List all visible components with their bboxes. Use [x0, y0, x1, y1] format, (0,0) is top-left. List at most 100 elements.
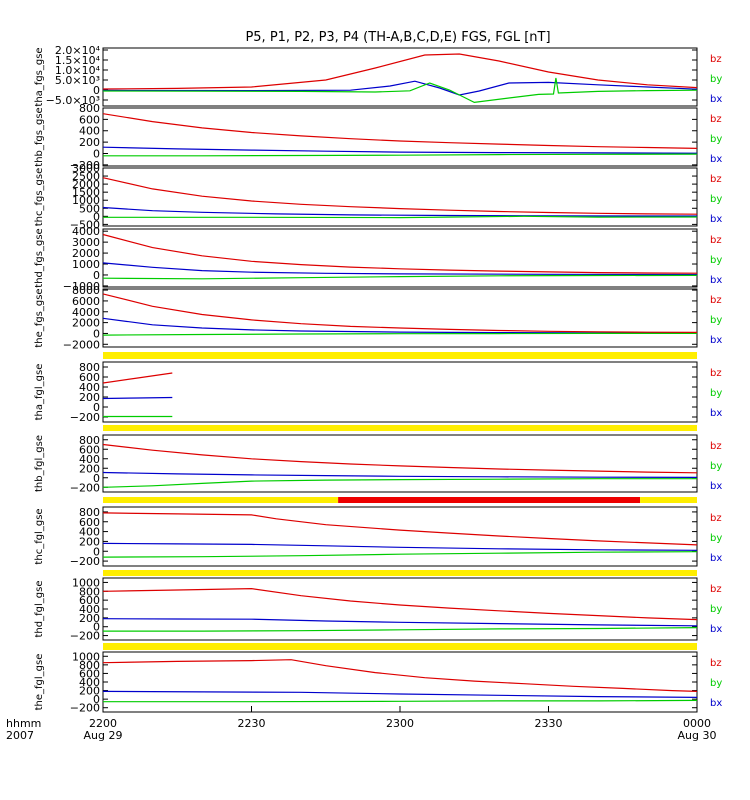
panel-frame	[102, 47, 698, 107]
y-tick-label: 2000	[72, 317, 100, 330]
series-line-bz	[102, 372, 173, 384]
panel-frame	[102, 288, 698, 348]
y-tick-label: 800	[79, 434, 100, 447]
legend-bx: bx	[710, 94, 722, 105]
y-tick-label: 0	[93, 621, 100, 634]
y-tick-label: 1000	[72, 194, 100, 207]
status-bar-red	[338, 497, 641, 503]
y-tick-label: 0	[93, 147, 100, 160]
legend-bx: bx	[710, 335, 722, 346]
y-tick-label: 1.5×10⁴	[55, 54, 101, 67]
legend-bx: bx	[710, 154, 722, 165]
series-line-bx	[102, 471, 698, 478]
x-tick-label: 2230	[238, 717, 266, 730]
y-tick-label: −200	[70, 159, 100, 172]
series-line-bz	[102, 587, 698, 621]
y-axis-label: thd_fgl_gse	[34, 581, 45, 638]
status-bar-yellow	[103, 497, 339, 503]
x-tick-sublabel: Aug 29	[84, 729, 123, 742]
legend-bx: bx	[710, 408, 722, 419]
legend-bx: bx	[710, 698, 722, 709]
y-tick-label: 6000	[72, 295, 100, 308]
panel-frame	[102, 434, 698, 493]
y-tick-label: 0	[93, 269, 100, 282]
legend-bz: bz	[710, 174, 722, 185]
y-tick-label: 0	[93, 401, 100, 414]
series-line-bx	[102, 618, 698, 627]
y-tick-label: 800	[79, 102, 100, 115]
y-tick-label: 800	[79, 506, 100, 519]
series-line-bz	[102, 113, 698, 149]
y-tick-label: 400	[79, 676, 100, 689]
y-tick-label: 1500	[72, 186, 100, 199]
panel-frame	[102, 361, 698, 423]
panel-frame	[102, 506, 698, 567]
panel-frame	[102, 107, 698, 167]
y-tick-label: 0	[93, 210, 100, 223]
y-tick-label: 8000	[72, 284, 100, 297]
status-bar-yellow	[103, 643, 697, 650]
y-tick-label: 500	[79, 202, 100, 215]
series-line-bx	[102, 206, 698, 217]
y-axis-label: the_fgl_gse	[34, 654, 45, 711]
legend-bz: bz	[710, 441, 722, 452]
series-line-bz	[102, 177, 698, 215]
y-axis-label: thc_fgl_gse	[34, 508, 45, 564]
legend-bx: bx	[710, 275, 722, 286]
legend-bz: bz	[710, 114, 722, 125]
y-tick-label: −200	[70, 411, 100, 424]
y-axis-label: thb_fgs_gse	[34, 107, 45, 166]
y-tick-label: 2000	[72, 247, 100, 260]
y-axis-label: tha_fgs_gse	[34, 47, 45, 106]
panel-1: 2.0×10⁴1.5×10⁴1.0×10⁴5.0×10³0−5.0×10³tha…	[34, 44, 722, 107]
y-tick-label: −500	[70, 218, 100, 231]
series-line-bz	[102, 53, 698, 90]
series-line-bx	[102, 262, 698, 276]
legend-by: by	[710, 315, 722, 326]
legend-bz: bz	[710, 513, 722, 524]
y-tick-label: 0	[93, 545, 100, 558]
y-axis-label: the_fgs_gse	[34, 288, 45, 347]
legend-bz: bz	[710, 658, 722, 669]
legend-bx: bx	[710, 553, 722, 564]
legend-by: by	[710, 604, 722, 615]
legend-by: by	[710, 388, 722, 399]
y-tick-label: 800	[79, 659, 100, 672]
series-line-bz	[102, 512, 698, 546]
legend-bz: bz	[710, 54, 722, 65]
legend-by: by	[710, 678, 722, 689]
y-tick-label: 2.0×10⁴	[55, 44, 101, 57]
series-line-bx	[102, 542, 698, 551]
legend-by: by	[710, 461, 722, 472]
panels: 2.0×10⁴1.5×10⁴1.0×10⁴5.0×10³0−5.0×10³tha…	[34, 44, 722, 715]
y-axis-label: tha_fgl_gse	[34, 364, 45, 421]
panel-frame	[102, 228, 698, 288]
x-tick-label: 0000	[683, 717, 711, 730]
y-tick-label: 0	[93, 327, 100, 340]
legend-by: by	[710, 533, 722, 544]
y-tick-label: 200	[79, 462, 100, 475]
legend-bz: bz	[710, 295, 722, 306]
series-line-bz	[102, 659, 698, 692]
series-line-bz	[102, 443, 698, 474]
x-tick-label: 2300	[386, 717, 414, 730]
y-tick-label: 200	[79, 685, 100, 698]
y-tick-label: 1000	[72, 576, 100, 589]
y-tick-label: −2000	[63, 338, 100, 351]
y-tick-label: 1000	[72, 650, 100, 663]
series-line-by	[102, 478, 697, 488]
legend-bz: bz	[710, 235, 722, 246]
chart-title: P5, P1, P2, P3, P4 (TH-A,B,C,D,E) FGS, F…	[245, 30, 550, 45]
y-tick-label: 0	[93, 84, 100, 97]
legend-by: by	[710, 194, 722, 205]
series-line-bx	[102, 690, 698, 699]
y-tick-label: 600	[79, 516, 100, 529]
x-tick-label: 2200	[89, 717, 117, 730]
y-axis-label: thb_fgl_gse	[34, 435, 45, 492]
x-tick-label: 2330	[535, 717, 563, 730]
y-tick-label: 1.0×10⁴	[55, 64, 101, 77]
